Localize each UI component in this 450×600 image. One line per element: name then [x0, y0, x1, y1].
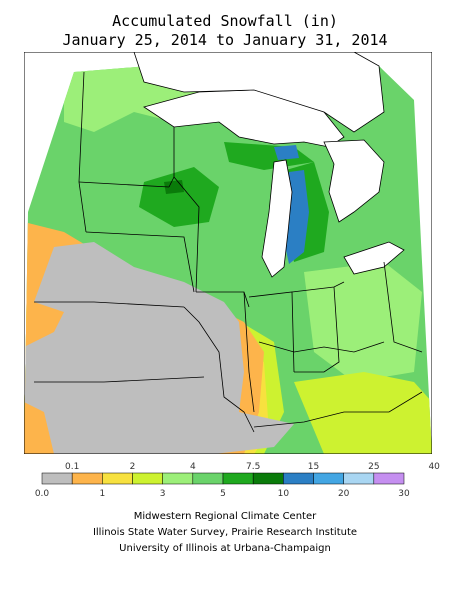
credit-line-1: Midwestern Regional Climate Center	[133, 511, 317, 522]
credit-line-2: Illinois State Water Survey, Prairie Res…	[92, 527, 358, 538]
legend-bottom-labels: 0.013510203050	[35, 489, 410, 499]
legend-swatch	[162, 472, 194, 485]
legend-bottom-label: 0.0	[35, 489, 50, 499]
legend-swatch	[71, 472, 103, 485]
lake-erie	[343, 241, 405, 275]
legend-bottom-label: 1	[99, 489, 105, 499]
legend-bottom-label: 5	[220, 489, 226, 499]
legend-top-labels: 0.1 2 4 7.5 15 25 40	[65, 462, 440, 472]
legend-top-label: 4	[190, 462, 196, 472]
legend-top-label: 25	[368, 462, 379, 472]
legend-top-label: 15	[308, 462, 319, 472]
legend-top-label: 7.5	[246, 462, 260, 472]
credit-line-3: University of Illinois at Urbana-Champai…	[119, 543, 331, 554]
legend-swatch	[102, 472, 133, 485]
legend-bottom-label: 3	[160, 489, 166, 499]
legend-bottom-label: 20	[338, 489, 350, 499]
map-title: Accumulated Snowfall (in)	[112, 12, 338, 30]
snowfall-map	[24, 52, 432, 454]
legend-swatch	[373, 472, 405, 485]
legend-top-label: 40	[428, 462, 440, 472]
legend-swatch	[313, 472, 344, 485]
legend-top-label: 2	[130, 462, 136, 472]
snow-region-ky-yellowgreen	[294, 372, 432, 454]
lake-huron	[323, 139, 385, 223]
state-boundaries	[34, 71, 423, 433]
legend-top-label: 0.1	[65, 462, 79, 472]
legend-swatch	[132, 472, 163, 485]
snow-region-ohio-light	[304, 262, 422, 382]
snow-region-up-blue	[274, 145, 299, 160]
lake-michigan	[261, 159, 293, 278]
legend-swatch	[252, 472, 284, 485]
legend-color-scale	[41, 472, 405, 485]
legend-swatch	[283, 472, 314, 485]
map-date-range: January 25, 2014 to January 31, 2014	[62, 31, 388, 49]
legend-bottom-label: 30	[398, 489, 410, 499]
legend-swatch	[41, 472, 73, 485]
legend-swatch	[222, 472, 254, 485]
legend-swatch	[343, 472, 375, 485]
snow-region-gray	[24, 242, 294, 454]
legend-swatch	[192, 472, 224, 485]
canada-area	[133, 52, 385, 133]
legend-bottom-label: 10	[278, 489, 290, 499]
